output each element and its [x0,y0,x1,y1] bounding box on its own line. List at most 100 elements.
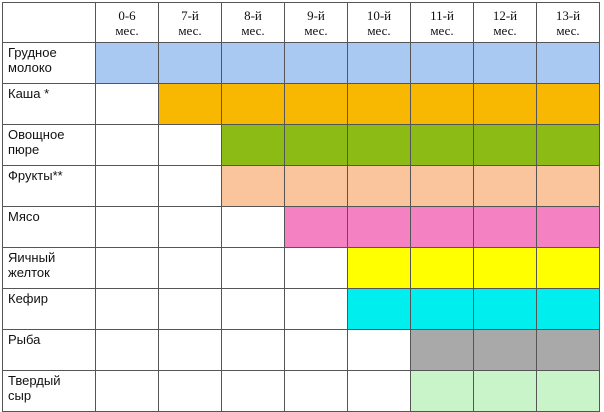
empty-cell [284,370,348,412]
filled-cell [473,83,537,125]
row-label: Грудное молоко [2,42,96,84]
empty-cell [221,288,285,330]
filled-cell [347,288,411,330]
filled-cell [410,370,474,412]
filled-cell [410,329,474,371]
empty-cell [95,288,159,330]
row-label: Кефир [2,288,96,330]
filled-cell [410,83,474,125]
filled-cell [221,83,285,125]
filled-cell [473,329,537,371]
filled-cell [284,124,348,166]
filled-cell [347,165,411,207]
column-header: 8-й мес. [221,2,285,43]
corner-cell [2,2,96,43]
empty-cell [221,329,285,371]
filled-cell [473,370,537,412]
filled-cell [473,124,537,166]
column-header: 10-й мес. [347,2,411,43]
filled-cell [536,124,600,166]
column-header: 13-й мес. [536,2,600,43]
column-header: 0-6 мес. [95,2,159,43]
filled-cell [536,206,600,248]
row-label: Мясо [2,206,96,248]
food-row: Рыба [2,329,600,371]
column-header: 11-й мес. [410,2,474,43]
empty-cell [95,329,159,371]
row-label: Яичный желток [2,247,96,289]
filled-cell [536,83,600,125]
filled-cell [347,124,411,166]
filled-cell [284,83,348,125]
food-row: Грудное молоко [2,42,600,84]
empty-cell [95,206,159,248]
column-header: 9-й мес. [284,2,348,43]
column-header: 12-й мес. [473,2,537,43]
food-row: Твердый сыр [2,370,600,412]
empty-cell [347,329,411,371]
filled-cell [473,42,537,84]
empty-cell [95,165,159,207]
empty-cell [347,370,411,412]
empty-cell [284,247,348,289]
filled-cell [410,42,474,84]
filled-cell [536,165,600,207]
empty-cell [158,329,222,371]
food-row: Кефир [2,288,600,330]
filled-cell [347,42,411,84]
filled-cell [158,83,222,125]
empty-cell [95,247,159,289]
empty-cell [221,206,285,248]
empty-cell [158,288,222,330]
filled-cell [347,83,411,125]
row-label: Твердый сыр [2,370,96,412]
filled-cell [284,42,348,84]
filled-cell [221,124,285,166]
filled-cell [536,42,600,84]
filled-cell [221,165,285,207]
empty-cell [158,165,222,207]
filled-cell [410,124,474,166]
empty-cell [95,83,159,125]
filled-cell [221,42,285,84]
empty-cell [158,247,222,289]
filled-cell [473,247,537,289]
food-row: Яичный желток [2,247,600,289]
filled-cell [410,206,474,248]
empty-cell [221,370,285,412]
filled-cell [410,165,474,207]
filled-cell [284,206,348,248]
filled-cell [536,288,600,330]
food-row: Каша * [2,83,600,125]
empty-cell [284,288,348,330]
column-header: 7-й мес. [158,2,222,43]
filled-cell [410,288,474,330]
empty-cell [158,206,222,248]
filled-cell [536,370,600,412]
filled-cell [536,247,600,289]
row-label: Фрукты** [2,165,96,207]
empty-cell [284,329,348,371]
empty-cell [221,247,285,289]
empty-cell [95,370,159,412]
filled-cell [158,42,222,84]
empty-cell [158,124,222,166]
row-label: Каша * [2,83,96,125]
filled-cell [284,165,348,207]
empty-cell [95,124,159,166]
empty-cell [158,370,222,412]
row-label: Рыба [2,329,96,371]
filled-cell [473,288,537,330]
filled-cell [473,206,537,248]
food-row: Мясо [2,206,600,248]
filled-cell [536,329,600,371]
filled-cell [347,247,411,289]
food-row: Овощное пюре [2,124,600,166]
filled-cell [347,206,411,248]
header-row: 0-6 мес. 7-й мес. 8-й мес. 9-й мес. 10-й мес… [2,2,600,43]
filled-cell [95,42,159,84]
row-label: Овощное пюре [2,124,96,166]
filled-cell [473,165,537,207]
